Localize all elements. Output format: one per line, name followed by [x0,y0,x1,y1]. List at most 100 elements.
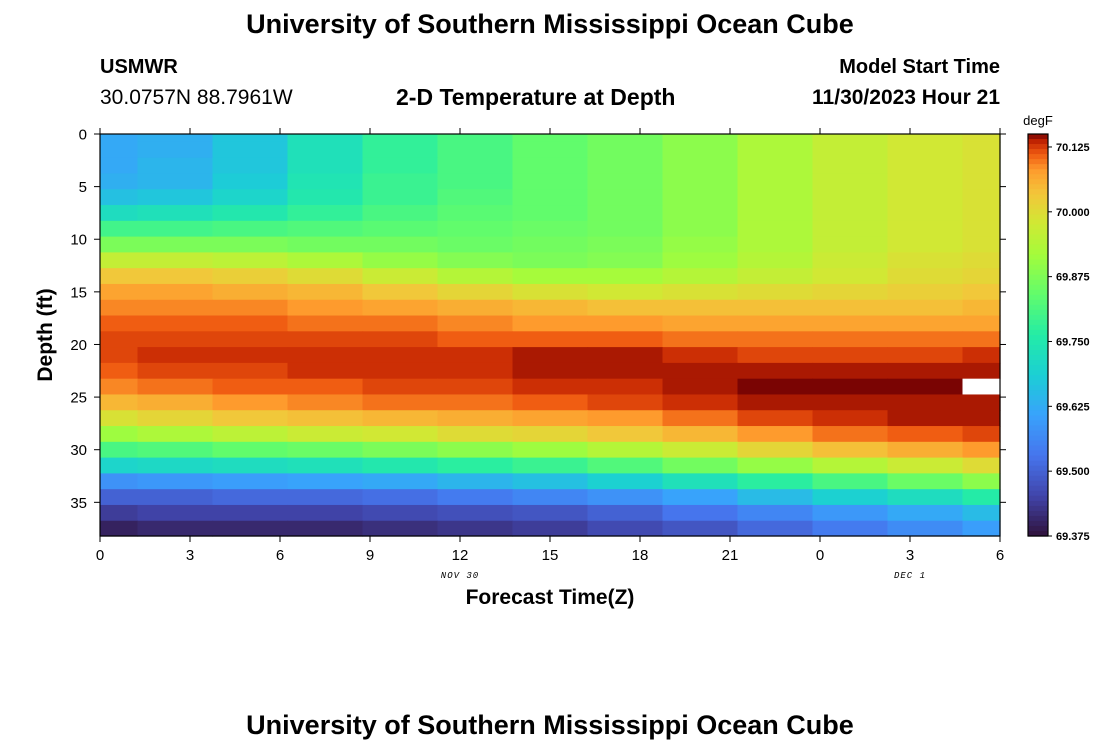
heatmap-cell [512,489,589,506]
colorbar-segment [1028,525,1048,532]
heatmap-cell [437,157,514,175]
colorbar-segment [1028,259,1048,266]
heatmap-cell [512,347,589,364]
heatmap-cell [887,315,964,332]
colorbar-segment [1028,375,1048,381]
heatmap-cell [362,268,439,285]
heatmap-cell [437,331,514,348]
heatmap-cell [437,299,514,317]
heatmap-cell [137,378,214,396]
heatmap-cell [962,410,1001,427]
heatmap-cell [887,489,964,506]
heatmap-cell [812,362,889,380]
colorbar-segment [1028,495,1048,502]
heatmap-cell [962,315,1001,332]
y-tick-label: 20 [70,337,87,354]
colorbar-segment [1028,340,1048,346]
heatmap-cell [362,441,439,459]
colorbar-segment [1028,520,1048,527]
heatmap-cell [662,173,739,190]
heatmap-cell [137,441,214,459]
heatmap-cell [100,426,139,443]
heatmap-cell [100,252,139,269]
heatmap-cell [512,504,589,522]
colorbar-segment [1028,485,1048,492]
heatmap-cell [212,268,289,285]
heatmap-cell [437,347,514,364]
heatmap-cell [662,504,739,522]
heatmap-cell [962,520,1001,537]
colorbar-segment [1028,304,1048,311]
heatmap-cell [662,283,739,301]
heatmap-cell [287,252,364,269]
heatmap-cell [512,220,589,238]
heatmap-cell [212,410,289,427]
heatmap-cell [287,520,364,537]
heatmap-cell [587,268,664,285]
heatmap-cell [212,299,289,317]
x-tick-label: 9 [366,547,374,564]
heatmap-cell [437,441,514,459]
colorbar-segment [1028,465,1048,472]
heatmap-cell [812,410,889,427]
heatmap-cell [812,205,889,222]
heatmap-cell [362,520,439,537]
heatmap-cell [737,520,814,537]
colorbar-segment [1028,505,1048,512]
heatmap-cell [887,473,964,490]
heatmap-cell [737,173,814,190]
heatmap-cell [437,283,514,301]
colorbar-tick-label: 69.875 [1056,272,1090,284]
heatmap-cell [137,141,214,159]
heatmap-cell [662,315,739,332]
heatmap-cell [100,410,139,427]
heatmap-cell [887,252,964,269]
heatmap-cell [962,362,1001,380]
heatmap-cell [212,236,289,253]
heatmap-cell [887,441,964,459]
heatmap-cell [100,134,139,143]
heatmap-cell [587,315,664,332]
colorbar-segment [1028,420,1048,427]
colorbar-segment [1028,289,1048,296]
colorbar-segment [1028,510,1048,517]
heatmap-cell [287,362,364,380]
heatmap-cell [100,157,139,175]
heatmap-cell [137,457,214,474]
colorbar-segment [1028,249,1048,256]
colorbar-unit: degF [1023,113,1053,128]
heatmap-cell [437,473,514,490]
heatmap-cell [662,252,739,269]
model-start-label: Model Start Time [839,56,1000,78]
colorbar-segment [1028,169,1048,175]
heatmap-cell [362,410,439,427]
heatmap-cell [287,410,364,427]
heatmap-cell [437,236,514,253]
heatmap-cell [437,426,514,443]
heatmap-cell [962,426,1001,443]
heatmap-cell [287,347,364,364]
heatmap-cell [362,331,439,348]
heatmap-cell [362,315,439,332]
colorbar-segment [1028,164,1048,170]
heatmap-cell [887,236,964,253]
heatmap-cell [362,378,439,396]
heatmap-cell [962,157,1001,175]
colorbar-segment [1028,239,1048,246]
heatmap-cell [287,141,364,159]
heatmap-cell [737,299,814,317]
heatmap-cell [662,378,739,396]
heatmap-cell [662,205,739,222]
heatmap-cell [100,220,139,238]
heatmap-cell [737,489,814,506]
heatmap-cell [737,236,814,253]
colorbar-segment [1028,329,1048,336]
heatmap-cell [812,473,889,490]
colorbar-segment [1028,134,1048,140]
heatmap-cell [362,283,439,301]
heatmap-cell [212,520,289,537]
colorbar-segment [1028,435,1048,442]
heatmap-cell [212,220,289,238]
heatmap-cell [100,236,139,253]
heatmap-cell [100,315,139,332]
